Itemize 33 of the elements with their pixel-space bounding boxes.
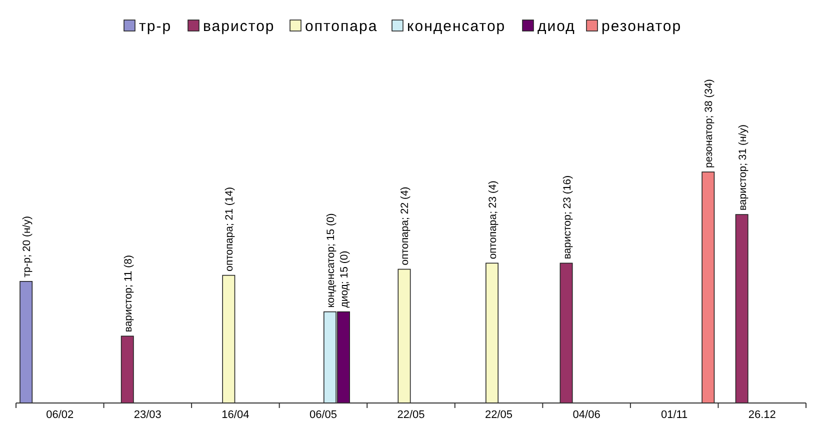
bar — [735, 214, 748, 404]
legend-label: диод — [538, 18, 576, 35]
legend-label: конденсатор — [407, 18, 506, 35]
legend-label: оптопара — [305, 18, 378, 35]
x-tick-label: 04/06 — [572, 409, 600, 421]
x-tick-label: 23/03 — [134, 409, 162, 421]
legend-label: тр-р — [139, 18, 172, 35]
x-tick-label: 22/05 — [397, 409, 425, 421]
bar — [702, 172, 715, 404]
data-label: оптопара; 21 (14) — [224, 186, 236, 272]
bar — [20, 281, 33, 404]
legend-label: варистор — [203, 18, 275, 35]
x-tick-label: 16/04 — [222, 409, 250, 421]
x-tick-label: 06/02 — [46, 409, 74, 421]
x-tick-label: 01/11 — [660, 409, 688, 421]
x-tick-label: 06/05 — [309, 409, 337, 421]
legend-label: резонатор — [602, 18, 682, 35]
data-label: оптопара; 22 (4) — [399, 186, 412, 266]
data-label: оптопара; 23 (4) — [487, 180, 500, 260]
data-label: конденсатор; 15 (0) — [324, 213, 337, 308]
data-label: резонатор; 38 (34) — [703, 79, 716, 168]
x-tick-label: 26.12 — [748, 409, 776, 421]
data-label: диод; 15 (0) — [338, 250, 351, 308]
bar — [486, 262, 498, 404]
data-label: варистор; 11 (8) — [122, 255, 134, 332]
data-label: варистор; 31 (н/у) — [736, 124, 749, 211]
bar — [120, 336, 134, 404]
data-label: варистор; 23 (16) — [561, 175, 574, 260]
bar — [560, 262, 573, 404]
bar — [222, 274, 236, 404]
bar — [398, 268, 411, 404]
x-tick-label: 22/05 — [485, 409, 513, 421]
data-label: тр-р; 20 (н/у) — [21, 216, 34, 278]
